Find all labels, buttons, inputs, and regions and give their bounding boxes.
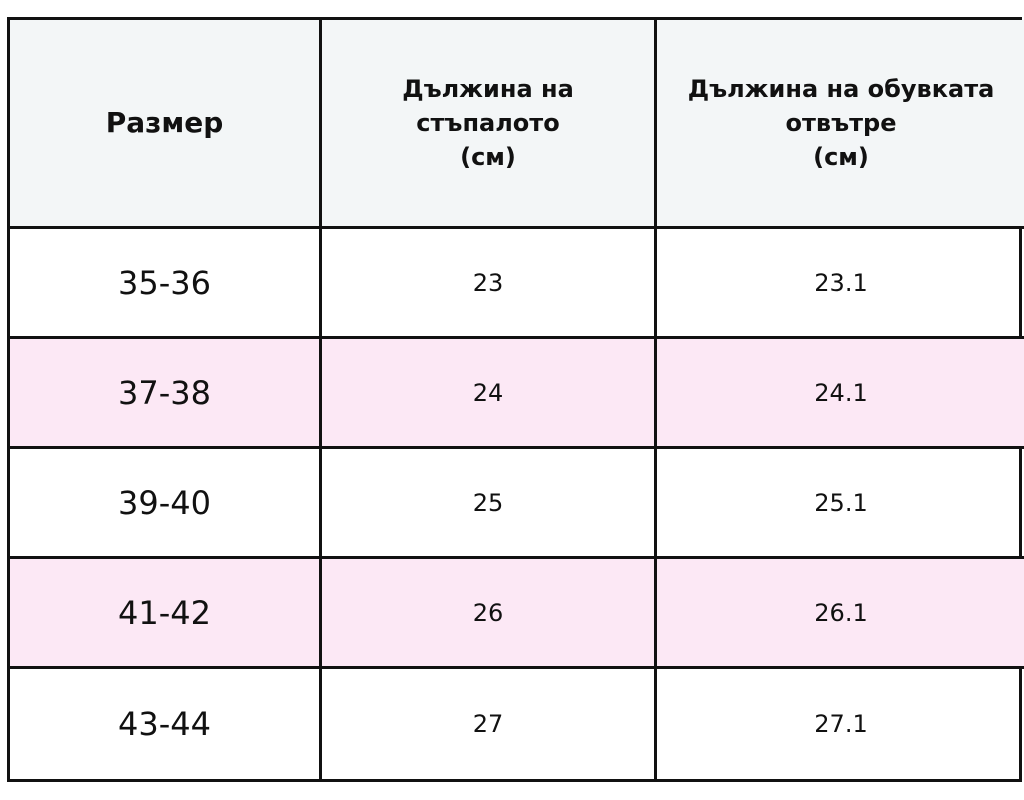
header-cell: Размер xyxy=(10,20,322,229)
size-cell: 43-44 xyxy=(10,669,322,779)
value-cell: 27.1 xyxy=(814,710,868,738)
size-cell: 39-40 xyxy=(10,449,322,559)
value-cell: 23.1 xyxy=(657,229,1024,339)
size-cell: 35-36 xyxy=(10,229,322,339)
header-cell: Дължина на стъпалото (см) xyxy=(322,20,657,229)
value-cell: 25 xyxy=(322,449,657,559)
value-cell: 24.1 xyxy=(657,339,1024,449)
value-cell: 25.1 xyxy=(657,449,1024,559)
header-cell: Дължина на обувката отвътре (см) xyxy=(657,20,1024,229)
value-cell: 27 xyxy=(322,669,657,779)
size-cell: 41-42 xyxy=(10,559,322,669)
size-table: Размер Дължина на стъпалото (см) Дължина н… xyxy=(7,17,1024,782)
value-cell: 26 xyxy=(322,559,657,669)
value-cell: 23 xyxy=(322,229,657,339)
value-cell: 24 xyxy=(322,339,657,449)
size-cell: 37-38 xyxy=(10,339,322,449)
value-cell: 26.1 xyxy=(657,559,1024,669)
